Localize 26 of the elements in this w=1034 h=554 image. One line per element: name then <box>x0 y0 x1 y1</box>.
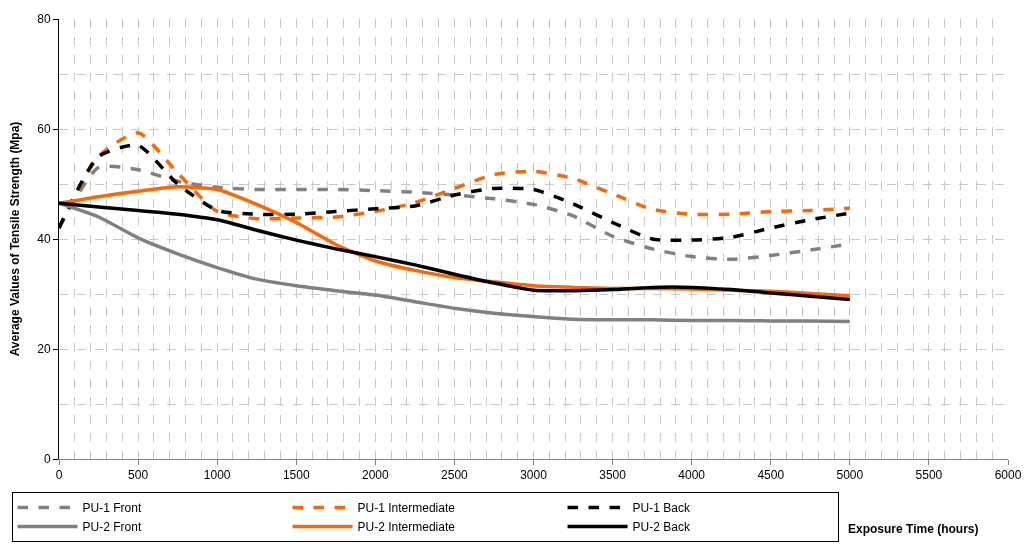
legend-label: PU-2 Intermediate <box>357 520 456 535</box>
x-tick-label: 4500 <box>757 468 785 483</box>
x-tick-label: 6000 <box>994 468 1022 483</box>
y-tick-label: 0 <box>43 452 51 467</box>
x-tick-label: 4000 <box>678 468 706 483</box>
x-tick-label: 3500 <box>599 468 627 483</box>
x-axis-title: Exposure Time (hours) <box>848 522 979 536</box>
x-tick-label: 5000 <box>836 468 864 483</box>
y-tick-label: 40 <box>37 232 51 247</box>
y-axis-title: Average Values of Tensile Strength (Mpa) <box>7 121 22 357</box>
legend-label: PU-2 Back <box>632 520 691 535</box>
x-tick-label: 1500 <box>282 468 310 483</box>
x-tick-label: 3000 <box>520 468 548 483</box>
y-tick-label: 20 <box>37 342 51 357</box>
x-tick-label: 0 <box>55 468 63 483</box>
x-tick-label: 2500 <box>441 468 469 483</box>
x-tick-label: 2000 <box>361 468 389 483</box>
x-tick-label: 5500 <box>915 468 943 483</box>
y-tick-label: 60 <box>37 122 51 137</box>
legend-label: PU-2 Front <box>82 520 142 535</box>
x-tick-label: 500 <box>128 468 149 483</box>
y-tick-label: 80 <box>37 12 51 27</box>
legend-label: PU-1 Back <box>632 501 691 516</box>
x-tick-label: 1000 <box>203 468 231 483</box>
legend-label: PU-1 Intermediate <box>357 501 456 516</box>
legend-label: PU-1 Front <box>82 501 142 516</box>
